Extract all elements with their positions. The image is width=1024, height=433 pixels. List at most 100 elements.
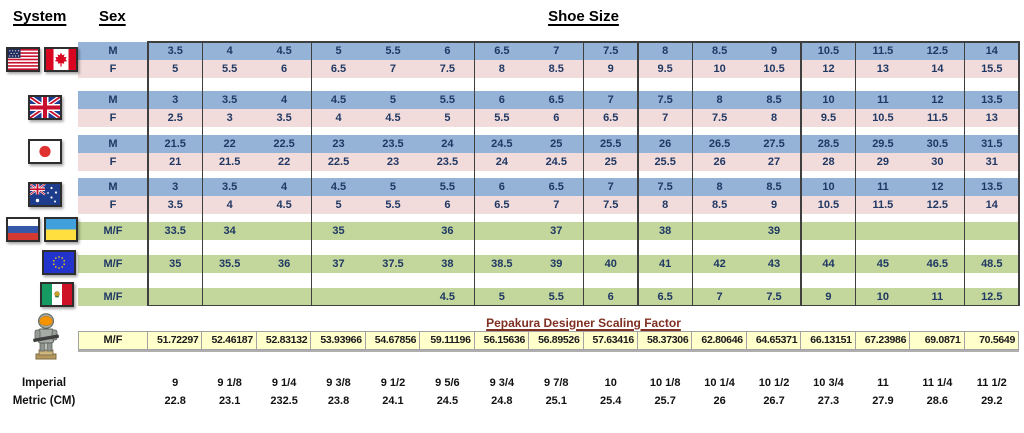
size-cell: 24.5 [545, 155, 567, 168]
size-cell: 48.5 [981, 258, 1003, 270]
size-cell [475, 222, 529, 240]
size-cell: 22 [277, 155, 291, 168]
size-cell [148, 288, 202, 306]
imperial-row-label: Imperial [21, 377, 67, 389]
size-cell: 7 [553, 199, 560, 211]
size-cell: 6.5 [494, 199, 510, 211]
size-cell: 6 [553, 112, 560, 124]
size-cell: 37.5 [382, 258, 404, 270]
size-cell: 5 [498, 290, 505, 303]
size-cell: 39 [767, 225, 781, 237]
size-cell: 23.5 [382, 137, 404, 150]
scale-factor-cell: 64.65371 [746, 331, 802, 350]
size-cell: 28 [822, 155, 835, 168]
size-cell: 31.5 [981, 137, 1003, 150]
size-cell: 4.5 [276, 199, 292, 211]
size-cell: 6.5 [494, 45, 510, 57]
size-cell: 3.5 [222, 94, 238, 106]
metric-cell: 24.1 [382, 394, 404, 407]
size-cell: 7.5 [766, 290, 782, 303]
size-cell: 35 [169, 258, 182, 270]
size-row-europe: M/F 35 35.5 36 37 37.5 38 38.5 39 40 41 42 43 44 45 46.… [78, 255, 1019, 273]
size-cell: 11 [931, 290, 944, 303]
size-cell: 26 [713, 155, 726, 168]
size-cell: 10.5 [763, 63, 785, 75]
size-cell: 11.5 [872, 45, 894, 57]
size-row-mexico: M/F 4.5 5 5.5 6 6.5 7 7.5 9 10 11 12.5 [78, 287, 1019, 306]
metric-row-label: Metric (CM) [12, 394, 76, 407]
size-cell: 11 [877, 94, 889, 106]
size-cell: 35 [332, 225, 345, 237]
metric-cell: 28.6 [926, 394, 949, 407]
size-cell: 25.5 [654, 155, 676, 168]
system-column-heading: System [13, 8, 67, 25]
size-cell: 29.5 [872, 137, 894, 150]
size-cell: 6.5 [657, 290, 673, 303]
size-cell: 27.5 [763, 137, 785, 150]
scale-factor-cell: 59.11196 [420, 331, 475, 350]
size-row-australia: F 3.5 4 4.5 5 5.5 6 6.5 7 7.5 8 8.5 9 10.5 11.5 12.5 14 [78, 196, 1019, 214]
metric-cell: 27.3 [817, 394, 840, 407]
scale-factor-cell: 53.93966 [311, 331, 366, 350]
column-group-divider [310, 41, 313, 306]
pepakura-scaling-factor-row: M/F 51.72297 52.46187 52.83132 53.93966 54.67… [78, 331, 1019, 350]
size-cell: 5.5 [439, 94, 456, 106]
size-cell: 4 [226, 45, 233, 57]
size-cell: 5.5 [222, 63, 238, 75]
column-group-divider [473, 41, 476, 306]
size-cell: 3.5 [167, 199, 183, 211]
metric-cell: 26.7 [763, 394, 785, 407]
metric-cell: 23.1 [218, 394, 241, 407]
size-cell: 23 [386, 155, 400, 168]
size-cell: 5 [444, 112, 451, 124]
size-cell: 27 [767, 155, 781, 168]
shoe-size-heading: Shoe Size [548, 8, 619, 25]
size-cell: 8.5 [548, 63, 564, 75]
size-cell: 46.5 [926, 258, 949, 270]
table-bottom-border [148, 304, 1020, 307]
size-cell: 10 [713, 63, 726, 75]
size-cell: 40 [604, 258, 617, 270]
size-cell: 4.5 [330, 181, 347, 193]
size-row-us-canada: M 3.5 4 4.5 5 5.5 6 6.5 7 7.5 8 8.5 9 10.5 11.5 12.5 14 [78, 42, 1019, 60]
size-cell: 22 [223, 137, 236, 150]
imperial-cell: 10 1/4 [704, 377, 735, 389]
size-cell: 7 [607, 94, 614, 106]
size-cell: 6.5 [330, 63, 347, 75]
size-cell: 6 [607, 290, 614, 303]
scale-factor-cell: 54.67856 [365, 331, 421, 350]
scale-factor-cell: 70.5649 [964, 331, 1019, 350]
size-cell: 5.5 [548, 290, 564, 303]
size-cell: 5 [389, 181, 397, 193]
size-cell: 10.5 [817, 45, 840, 57]
size-cell: 3.5 [222, 181, 238, 193]
metric-cell: 27.9 [872, 394, 894, 407]
size-cell: 4 [226, 199, 233, 211]
sex-label: M/F [103, 225, 123, 237]
imperial-cell: 10 [604, 377, 617, 389]
size-cell: 8 [716, 94, 723, 106]
size-row-uk: M 3 3.5 4 4.5 5 5.5 6 6.5 7 7.5 8 8.5 10 11 12 13.5 [78, 91, 1019, 109]
size-cell: 7.5 [711, 112, 728, 124]
sex-label: M [108, 181, 118, 193]
size-cell: 7.5 [657, 181, 673, 193]
size-cell: 2.5 [167, 112, 183, 124]
master-chief-figurine-icon [26, 312, 66, 360]
scale-sex-label: M/F [78, 331, 148, 350]
size-cell: 14 [931, 63, 944, 75]
size-cell: 6 [498, 181, 505, 193]
size-cell: 24 [495, 155, 508, 168]
scale-factor-cell: 69.0871 [910, 331, 965, 350]
size-cell: 35.5 [218, 258, 241, 270]
flag-russia [6, 217, 40, 242]
size-cell: 7 [389, 63, 397, 75]
size-cell: 11 [877, 181, 889, 193]
size-cell [366, 222, 420, 240]
size-cell: 10.5 [872, 112, 894, 124]
column-group-divider [691, 41, 694, 306]
size-cell: 28.5 [817, 137, 840, 150]
size-cell: 26 [659, 137, 672, 150]
size-cell: 13.5 [981, 181, 1003, 193]
size-cell: 42 [713, 258, 726, 270]
size-cell [257, 222, 311, 240]
